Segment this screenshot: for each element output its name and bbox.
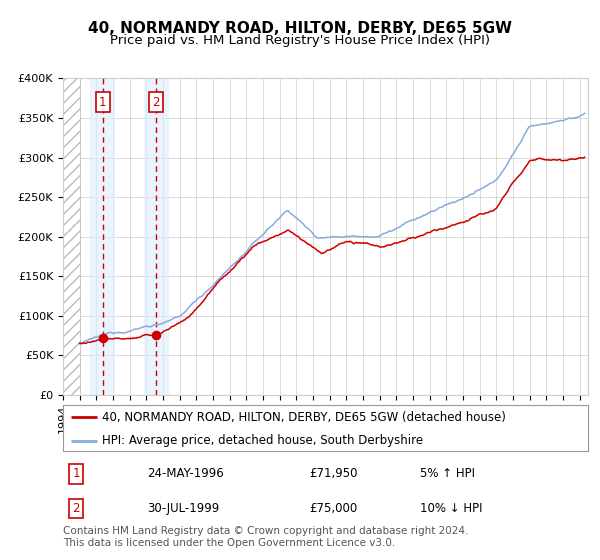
Text: HPI: Average price, detached house, South Derbyshire: HPI: Average price, detached house, Sout…	[103, 434, 424, 447]
Text: £71,950: £71,950	[310, 467, 358, 480]
Text: 10% ↓ HPI: 10% ↓ HPI	[420, 502, 482, 515]
Bar	[143, 78, 169, 395]
Text: 5% ↑ HPI: 5% ↑ HPI	[420, 467, 475, 480]
Text: 24-MAY-1996: 24-MAY-1996	[147, 467, 224, 480]
Point	[98, 333, 107, 342]
Text: Price paid vs. HM Land Registry's House Price Index (HPI): Price paid vs. HM Land Registry's House …	[110, 34, 490, 46]
Bar	[91, 78, 115, 395]
Text: 30-JUL-1999: 30-JUL-1999	[147, 502, 219, 515]
Text: 2: 2	[152, 96, 160, 109]
Text: 1: 1	[99, 96, 107, 109]
Text: 2: 2	[73, 502, 80, 515]
Text: £75,000: £75,000	[310, 502, 358, 515]
Text: 1: 1	[73, 467, 80, 480]
Bar	[63, 78, 80, 395]
Text: 40, NORMANDY ROAD, HILTON, DERBY, DE65 5GW (detached house): 40, NORMANDY ROAD, HILTON, DERBY, DE65 5…	[103, 411, 506, 424]
Text: 40, NORMANDY ROAD, HILTON, DERBY, DE65 5GW: 40, NORMANDY ROAD, HILTON, DERBY, DE65 5…	[88, 21, 512, 36]
Point	[151, 331, 161, 340]
Text: Contains HM Land Registry data © Crown copyright and database right 2024.
This d: Contains HM Land Registry data © Crown c…	[63, 526, 469, 548]
